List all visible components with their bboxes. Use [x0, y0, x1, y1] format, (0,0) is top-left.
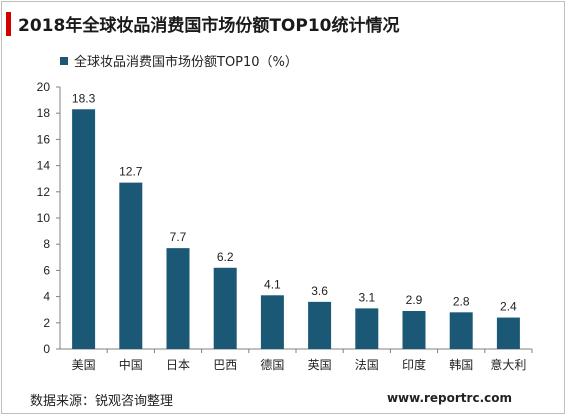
y-tick-label: 10: [37, 211, 51, 225]
x-tick-label: 德国: [260, 357, 284, 372]
website-url: www.reportrc.com: [386, 391, 512, 405]
y-tick-label: 4: [43, 290, 50, 304]
bar: [260, 295, 284, 349]
x-tick-label: 巴西: [213, 358, 237, 372]
title-accent-bar: [6, 12, 11, 36]
chart-axes: 0 2 4 6 8 10 12 14 16 18 20: [37, 80, 533, 356]
x-tick-label: 英国: [308, 358, 332, 372]
bar: [119, 182, 143, 349]
bar: [166, 248, 190, 349]
data-label: 4.1: [264, 277, 281, 291]
bar: [72, 109, 96, 350]
x-tick-label: 意大利: [490, 357, 526, 372]
bar: [308, 301, 332, 349]
bar: [355, 308, 379, 349]
y-tick-label: 18: [37, 106, 51, 120]
chart-labels: 美国 18.3 中国 12.7 日本 7.7 巴西 6.2 德国 4.1 英国 3.6 法国 3.1 印度 2…: [72, 91, 527, 372]
data-label: 3.6: [311, 284, 328, 298]
y-tick-label: 12: [37, 185, 51, 199]
data-label: 2.4: [500, 300, 517, 314]
y-tick-label: 0: [43, 342, 50, 356]
legend-label: 全球妆品消费国市场份额TOP10（%）: [74, 55, 298, 70]
x-tick-label: 中国: [119, 357, 143, 372]
data-label: 2.9: [406, 293, 423, 307]
y-tick-label: 20: [37, 80, 51, 94]
y-tick-label: 16: [37, 132, 51, 146]
chart-legend: 全球妆品消费国市场份额TOP10（%）: [60, 51, 298, 70]
x-tick-label: 法国: [355, 358, 379, 372]
data-label: 7.7: [170, 230, 187, 244]
y-tick-label: 6: [43, 263, 50, 277]
data-source: 数据来源：锐观咨询整理: [30, 394, 174, 409]
data-label: 12.7: [119, 165, 143, 179]
x-tick-label: 韩国: [449, 357, 473, 372]
data-label: 6.2: [217, 250, 234, 264]
y-tick-label: 14: [37, 159, 51, 173]
y-tick-label: 8: [43, 237, 50, 251]
bar: [402, 311, 426, 349]
data-label: 3.1: [358, 290, 375, 304]
x-tick-label: 美国: [72, 358, 96, 372]
chart-bars: [72, 109, 520, 350]
bar: [213, 267, 237, 349]
x-tick-label: 印度: [402, 357, 426, 372]
data-label: 18.3: [72, 91, 96, 105]
data-label: 2.8: [453, 294, 470, 308]
y-tick-label: 2: [43, 316, 50, 330]
bar: [449, 312, 473, 349]
x-tick-label: 日本: [166, 358, 190, 372]
legend-swatch: [60, 56, 68, 65]
bar: [496, 317, 520, 349]
page-title: 2018年全球妆品消费国市场份额TOP10统计情况: [18, 16, 400, 36]
